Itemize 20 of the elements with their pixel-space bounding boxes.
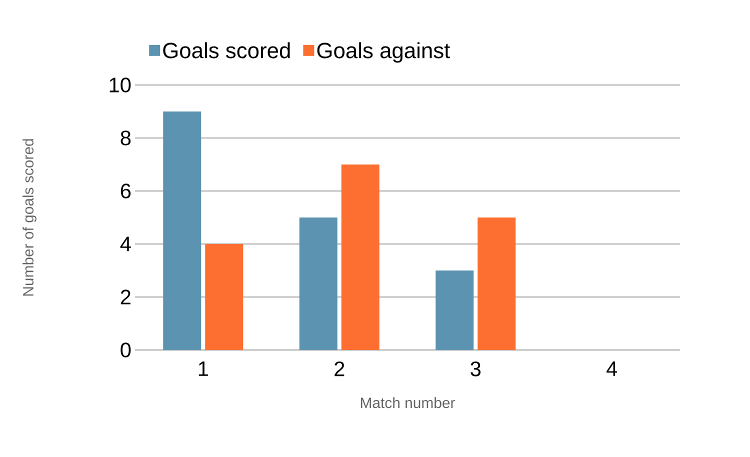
bar [341,164,380,350]
y-tick-label: 6 [120,184,131,198]
bar [299,217,338,350]
legend-label: Goals scored [163,42,290,58]
x-tick-label: 2 [334,362,344,376]
x-tick-label: 1 [198,362,208,376]
bar [205,244,244,350]
y-tick-label: 0 [120,342,131,358]
y-tick-label: 2 [120,290,130,304]
y-tick-label: 10 [110,78,131,92]
bar [163,111,202,350]
x-tick-label: 4 [606,362,618,376]
x-axis-title: Match number [360,397,455,408]
x-tick-label: 3 [470,362,481,376]
y-tick-label: 4 [120,236,131,252]
bar [436,270,474,350]
y-axis-title: Number of goals scored [22,139,36,296]
bar [478,217,516,350]
y-tick-label: 8 [120,130,131,146]
legend-label: Goals against [317,42,450,63]
